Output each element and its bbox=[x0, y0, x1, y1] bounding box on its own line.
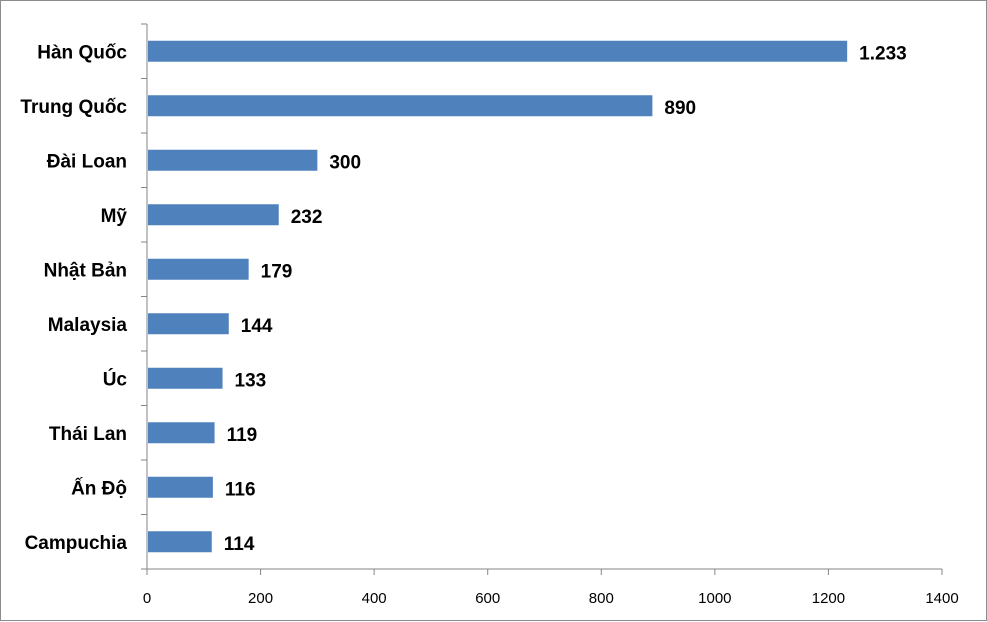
bar bbox=[148, 313, 229, 335]
value-label: 144 bbox=[241, 316, 273, 337]
value-label: 119 bbox=[227, 425, 258, 446]
category-label: Campuchia bbox=[25, 533, 128, 554]
category-label: Thái Lan bbox=[49, 424, 127, 445]
category-label: Ấn Độ bbox=[71, 477, 127, 499]
category-label: Úc bbox=[103, 368, 128, 390]
bar bbox=[148, 95, 653, 117]
bar bbox=[148, 367, 223, 389]
value-label: 890 bbox=[664, 98, 696, 119]
category-label: Trung Quốc bbox=[20, 97, 127, 118]
x-tick-label: 800 bbox=[589, 590, 614, 607]
value-label: 300 bbox=[329, 152, 361, 173]
value-label: 179 bbox=[261, 261, 293, 282]
value-label: 1.233 bbox=[859, 43, 907, 64]
x-tick-label: 400 bbox=[362, 590, 387, 607]
x-tick-label: 600 bbox=[475, 590, 500, 607]
bar bbox=[148, 258, 249, 280]
category-label: Mỹ bbox=[101, 206, 128, 227]
bar bbox=[148, 476, 213, 498]
x-tick-label: 0 bbox=[143, 590, 151, 607]
category-label: Nhật Bản bbox=[44, 260, 127, 281]
value-label: 133 bbox=[235, 370, 267, 391]
bar bbox=[148, 531, 212, 553]
bar bbox=[148, 149, 318, 171]
category-label: Malaysia bbox=[48, 315, 128, 336]
x-tick-label: 1200 bbox=[812, 590, 845, 607]
bar bbox=[148, 204, 279, 226]
bar bbox=[148, 40, 848, 62]
value-label: 232 bbox=[291, 207, 323, 228]
x-tick-label: 200 bbox=[248, 590, 273, 607]
x-tick-label: 1400 bbox=[925, 590, 958, 607]
value-label: 114 bbox=[224, 534, 255, 555]
category-label: Hàn Quốc bbox=[37, 42, 127, 63]
category-label: Đài Loan bbox=[47, 151, 127, 172]
value-label: 116 bbox=[225, 479, 256, 500]
x-tick-label: 1000 bbox=[698, 590, 731, 607]
bar bbox=[148, 422, 215, 444]
